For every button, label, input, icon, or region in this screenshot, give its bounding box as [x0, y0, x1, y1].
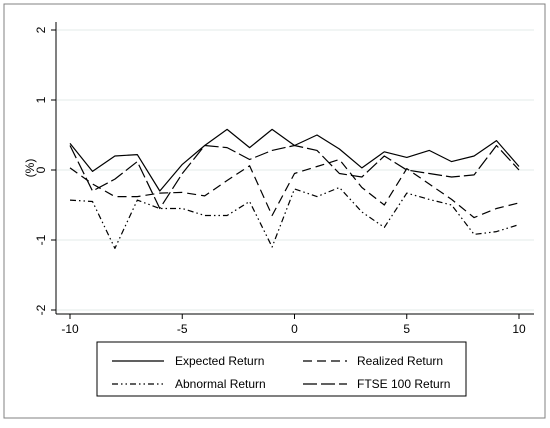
- legend-label: Expected Return: [175, 354, 264, 368]
- legend-label: Realized Return: [357, 354, 443, 368]
- series-line-ftse-100-return: [69, 144, 520, 210]
- x-tick-label: -10: [61, 322, 79, 336]
- y-axis-label: (%): [23, 159, 37, 178]
- x-tick-label: 5: [403, 322, 410, 336]
- x-tick-label: -5: [177, 322, 188, 336]
- x-tick-label: 0: [291, 322, 298, 336]
- legend-label: Abnormal Return: [175, 377, 266, 391]
- y-tick-label: -2: [34, 304, 48, 315]
- x-tick-label: 10: [512, 322, 526, 336]
- legend: Expected Return Realized Return Abnormal R…: [112, 354, 450, 391]
- y-tick-label: 0: [34, 166, 48, 173]
- y-tick-label: -1: [34, 234, 48, 245]
- series-line-realized-return: [69, 158, 520, 219]
- legend-box: [96, 341, 467, 397]
- y-tick-label: 1: [34, 96, 48, 103]
- grid-layer: [57, 29, 534, 311]
- legend-label: FTSE 100 Return: [357, 377, 450, 391]
- series-layer: [69, 128, 520, 249]
- series-line-abnormal-return: [69, 186, 520, 249]
- y-tick-label: 2: [34, 26, 48, 33]
